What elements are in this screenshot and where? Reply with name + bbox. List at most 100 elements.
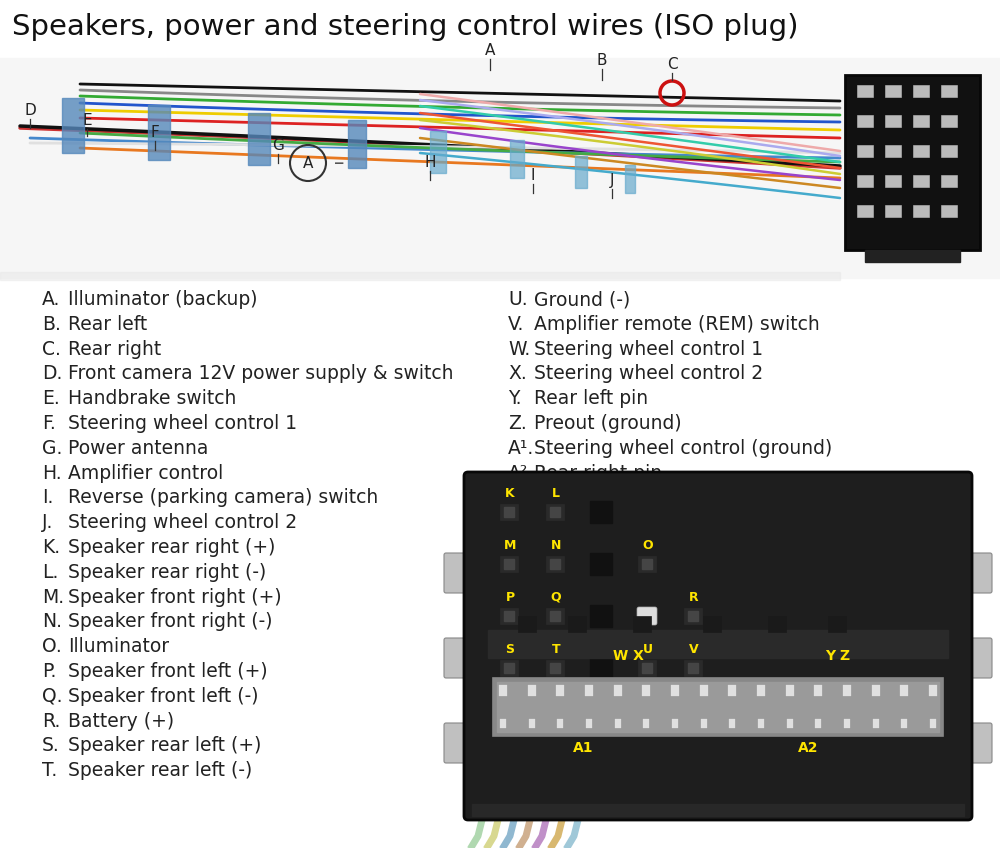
Bar [672, 719, 678, 728]
Text: M: M [504, 539, 516, 552]
Bar [504, 663, 514, 673]
Bar [550, 507, 560, 517]
FancyBboxPatch shape [464, 472, 972, 820]
Bar [500, 719, 506, 728]
Bar [430, 131, 446, 173]
Text: Illuminator: Illuminator [68, 637, 169, 656]
Bar [941, 115, 957, 127]
Text: T: T [552, 643, 560, 656]
Bar [688, 663, 698, 673]
Bar [828, 616, 846, 632]
Bar [873, 719, 879, 728]
Bar [700, 685, 708, 696]
Text: J.: J. [42, 513, 53, 533]
Text: A1: A1 [573, 741, 593, 755]
Bar [941, 85, 957, 97]
Text: H.: H. [42, 464, 62, 483]
Text: P.: P. [42, 662, 56, 681]
Text: E.: E. [42, 389, 60, 408]
Bar [586, 719, 592, 728]
Text: R: R [689, 591, 699, 604]
Text: Z.: Z. [508, 414, 527, 433]
Bar [493, 678, 943, 736]
Text: J: J [610, 173, 614, 188]
Bar [913, 145, 929, 157]
Bar [550, 611, 560, 621]
Bar [900, 685, 908, 696]
Bar [500, 660, 518, 676]
Text: A².: A². [508, 464, 534, 483]
Text: P: P [505, 591, 515, 604]
Text: Battery (+): Battery (+) [68, 711, 174, 731]
Bar [642, 559, 652, 569]
Text: B.: B. [42, 315, 61, 334]
Bar [941, 205, 957, 217]
Text: W.: W. [508, 339, 530, 359]
Bar [684, 660, 702, 676]
Text: E: E [82, 113, 92, 128]
Text: Speaker rear left (+): Speaker rear left (+) [68, 736, 261, 756]
Text: Steering wheel control 2: Steering wheel control 2 [68, 513, 297, 533]
FancyBboxPatch shape [966, 553, 992, 593]
Bar [504, 559, 514, 569]
Bar [510, 140, 524, 178]
Text: N.: N. [42, 612, 62, 632]
Text: Speaker front left (+): Speaker front left (+) [68, 662, 268, 681]
Text: –: – [334, 153, 344, 173]
Text: Speaker front left (-): Speaker front left (-) [68, 687, 258, 706]
Text: C.: C. [42, 339, 61, 359]
Bar [857, 175, 873, 187]
Bar [62, 98, 84, 153]
Text: L.: L. [42, 563, 58, 582]
Bar [941, 145, 957, 157]
Text: Speaker rear right (-): Speaker rear right (-) [68, 563, 266, 582]
Bar [814, 685, 822, 696]
Text: O: O [643, 539, 653, 552]
Text: Speaker front right (-): Speaker front right (-) [68, 612, 272, 632]
Text: A: A [485, 43, 495, 58]
Text: Amplifier remote (REM) switch: Amplifier remote (REM) switch [534, 315, 820, 334]
Text: A2: A2 [798, 741, 818, 755]
Text: Illuminator (backup): Illuminator (backup) [68, 290, 258, 309]
Bar [643, 719, 649, 728]
Bar [590, 605, 612, 627]
Bar [857, 85, 873, 97]
Text: M.: M. [42, 588, 64, 606]
Bar [865, 250, 960, 262]
FancyBboxPatch shape [444, 553, 470, 593]
Bar [472, 804, 964, 816]
Text: T.: T. [42, 762, 57, 780]
Text: K: K [505, 487, 515, 500]
Bar [575, 156, 587, 188]
Bar [728, 685, 736, 696]
Text: Speaker front right (+): Speaker front right (+) [68, 588, 282, 606]
Text: L: L [552, 487, 560, 500]
Bar [504, 507, 514, 517]
Bar [857, 115, 873, 127]
Text: Y.: Y. [508, 389, 522, 408]
Bar [638, 660, 656, 676]
Bar [546, 660, 564, 676]
Bar [901, 719, 907, 728]
Text: Preout (ground): Preout (ground) [534, 414, 682, 433]
Text: Amplifier control: Amplifier control [68, 464, 223, 483]
Text: Reverse (parking camera) switch: Reverse (parking camera) switch [68, 488, 378, 507]
Text: N: N [551, 539, 561, 552]
Text: D.: D. [42, 365, 62, 383]
Text: S: S [506, 643, 514, 656]
Bar [638, 556, 656, 572]
Bar [929, 685, 937, 696]
Bar [941, 175, 957, 187]
Bar [497, 682, 939, 732]
Text: Rear left pin: Rear left pin [534, 389, 648, 408]
Bar [590, 501, 612, 523]
Text: A¹.: A¹. [508, 438, 534, 458]
Bar [885, 175, 901, 187]
Text: A.: A. [42, 290, 60, 309]
Bar [688, 611, 698, 621]
Bar [872, 685, 880, 696]
Bar [843, 685, 851, 696]
Bar [857, 145, 873, 157]
Text: Handbrake switch: Handbrake switch [68, 389, 236, 408]
Bar [757, 685, 765, 696]
